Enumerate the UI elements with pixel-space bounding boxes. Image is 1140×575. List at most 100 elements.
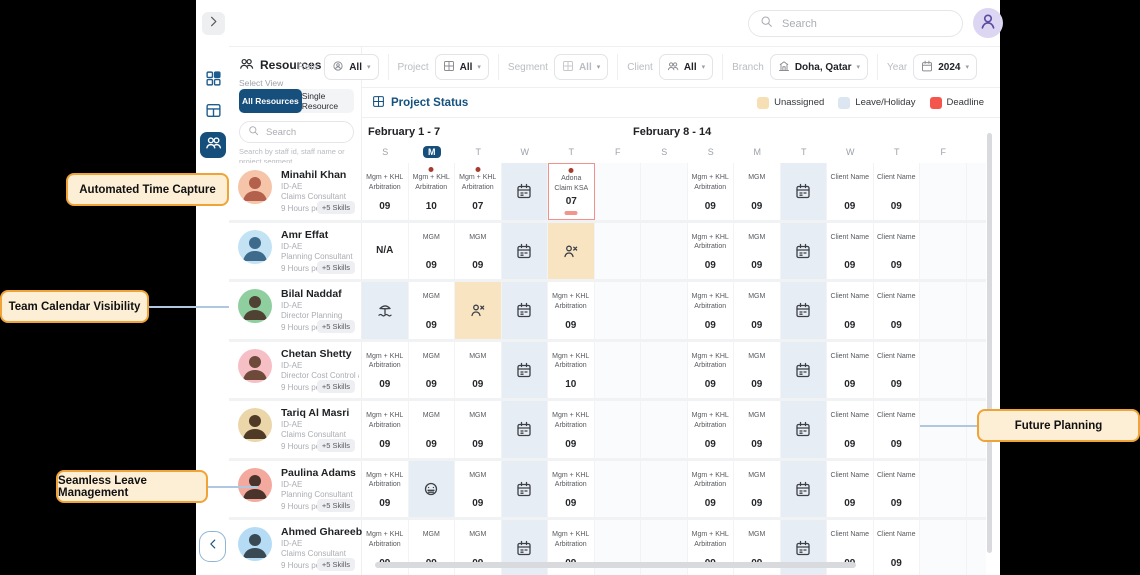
cell-project[interactable]: MGM 09 [734, 282, 781, 339]
cell-project[interactable]: Client Name 09 [873, 401, 920, 458]
cell-leave[interactable] [501, 222, 548, 279]
vertical-scrollbar[interactable] [987, 133, 992, 553]
cell-empty[interactable] [966, 282, 986, 339]
horizontal-scrollbar[interactable] [375, 562, 856, 568]
cell-empty[interactable] [641, 341, 688, 398]
cell-leave[interactable] [780, 282, 827, 339]
resources-search-input[interactable] [264, 125, 345, 139]
cell-project[interactable]: Mgm + KHL Arbitration 09 [362, 401, 409, 458]
cell-empty[interactable] [641, 222, 688, 279]
resource-card[interactable]: Tariq Al Masri ID-AE Claims Consultant 9 Ho… [229, 401, 362, 458]
cell-empty[interactable] [920, 222, 967, 279]
cell-empty[interactable] [641, 282, 688, 339]
skills-badge[interactable]: +5 Skills [316, 379, 355, 393]
cell-project[interactable]: MGM 09 [734, 401, 781, 458]
cell-empty[interactable] [641, 401, 688, 458]
filter-role-dropdown[interactable]: All ▾ [324, 54, 379, 80]
cell-leave[interactable] [780, 401, 827, 458]
resource-card[interactable]: Bilal Naddaf ID-AE Director Planning 9 Hour… [229, 282, 362, 339]
cell-leave[interactable] [501, 163, 548, 220]
cell-empty[interactable] [641, 163, 688, 220]
cell-project[interactable]: Mgm + KHL Arbitration 10 [408, 163, 455, 220]
skills-badge[interactable]: +5 Skills [316, 498, 355, 512]
cell-empty[interactable] [594, 163, 641, 220]
cell-empty[interactable] [594, 460, 641, 517]
resource-card[interactable]: Ahmed Ghareeb ID-AE Claims Consultant 9 Hou… [229, 520, 362, 575]
skills-badge[interactable]: +5 Skills [316, 439, 355, 452]
filter-branch-dropdown[interactable]: Doha, Qatar ▾ [769, 54, 869, 80]
user-avatar[interactable] [973, 8, 1003, 38]
cell-empty[interactable] [966, 163, 986, 220]
cell-empty[interactable] [966, 222, 986, 279]
cell-project[interactable]: MGM 09 [734, 163, 781, 220]
skills-badge[interactable]: +5 Skills [316, 201, 355, 214]
cell-leave[interactable] [780, 460, 827, 517]
cell-leave[interactable] [780, 341, 827, 398]
cell-project[interactable]: MGM 09 [455, 341, 502, 398]
toggle-all-resources[interactable]: All Resources [239, 89, 302, 113]
cell-empty[interactable] [920, 520, 967, 575]
cell-leave[interactable] [780, 163, 827, 220]
expand-sidebar-button[interactable] [202, 12, 225, 35]
filter-segment-dropdown[interactable]: All ▾ [553, 54, 609, 80]
cell-project[interactable]: Client Name 09 [827, 341, 874, 398]
skills-badge[interactable]: +5 Skills [316, 260, 355, 274]
cell-project[interactable]: Client Name 09 [827, 282, 874, 339]
cell-project[interactable]: MGM 09 [408, 401, 455, 458]
cell-project[interactable]: Client Name 09 [873, 222, 920, 279]
filter-client-dropdown[interactable]: All ▾ [658, 54, 714, 80]
cell-unassigned[interactable] [455, 282, 502, 339]
cell-empty[interactable] [966, 341, 986, 398]
cell-project[interactable]: Client Name 09 [873, 282, 920, 339]
toggle-single-resource[interactable]: Single Resource [301, 91, 339, 111]
cell-project[interactable]: Client Name 09 [827, 222, 874, 279]
cell-empty[interactable] [641, 460, 688, 517]
resource-card[interactable]: Amr Effat ID-AE Planning Consultant 9 Hours… [229, 222, 362, 279]
filter-year-dropdown[interactable]: 2024 ▾ [913, 54, 977, 80]
cell-empty[interactable] [920, 163, 967, 220]
skills-badge[interactable]: +5 Skills [316, 558, 355, 571]
cell-project[interactable]: MGM 09 [455, 222, 502, 279]
cell-project[interactable]: MGM 09 [408, 222, 455, 279]
global-search-input[interactable] [780, 16, 951, 31]
cell-empty[interactable] [594, 282, 641, 339]
cell-project[interactable]: Mgm + KHL Arbitration 09 [548, 460, 595, 517]
cell-project[interactable]: Mgm + KHL Arbitration 10 [548, 341, 595, 398]
skills-badge[interactable]: +5 Skills [316, 320, 355, 333]
cell-project[interactable]: Mgm + KHL Arbitration 09 [362, 460, 409, 517]
nav-resources-icon[interactable] [200, 132, 226, 158]
cell-project[interactable]: Mgm + KHL Arbitration 09 [362, 163, 409, 220]
collapse-sidebar-button[interactable] [199, 531, 226, 562]
global-search[interactable] [748, 10, 963, 37]
cell-empty[interactable] [920, 341, 967, 398]
cell-leave[interactable] [780, 222, 827, 279]
filter-project-dropdown[interactable]: All ▾ [434, 54, 489, 80]
cell-na[interactable]: N/A [362, 222, 409, 279]
resource-card[interactable]: Minahil Khan ID-AE Claims Consultant 9 Hour… [229, 163, 362, 220]
cell-leave[interactable] [362, 282, 409, 339]
cell-empty[interactable] [594, 341, 641, 398]
cell-project[interactable]: Mgm + KHL Arbitration 09 [548, 282, 595, 339]
cell-empty[interactable] [966, 460, 986, 517]
cell-project[interactable]: Mgm + KHL Arbitration 09 [687, 341, 734, 398]
cell-empty[interactable] [920, 282, 967, 339]
cell-empty[interactable] [594, 401, 641, 458]
nav-table-icon[interactable] [204, 103, 222, 122]
cell-project[interactable]: Client Name 09 [827, 460, 874, 517]
cell-project[interactable]: MGM 09 [734, 341, 781, 398]
cell-project[interactable]: Mgm + KHL Arbitration 09 [687, 401, 734, 458]
cell-leave[interactable] [501, 460, 548, 517]
cell-empty[interactable] [920, 460, 967, 517]
cell-leave[interactable] [501, 282, 548, 339]
cell-project[interactable]: Mgm + KHL Arbitration 09 [687, 163, 734, 220]
cell-project[interactable]: Client Name 09 [827, 163, 874, 220]
cell-empty[interactable] [920, 401, 967, 458]
cell-project[interactable]: Mgm + KHL Arbitration 09 [687, 222, 734, 279]
cell-empty[interactable] [966, 520, 986, 575]
resource-card[interactable]: Paulina Adams ID-AE Planning Consultant 9 H… [229, 460, 362, 517]
cell-deadline[interactable]: Adona Claim KSA 07 [548, 163, 595, 220]
cell-project[interactable]: Mgm + KHL Arbitration 09 [362, 341, 409, 398]
cell-empty[interactable] [594, 222, 641, 279]
cell-leave[interactable] [501, 341, 548, 398]
cell-project[interactable]: Client Name 09 [873, 341, 920, 398]
